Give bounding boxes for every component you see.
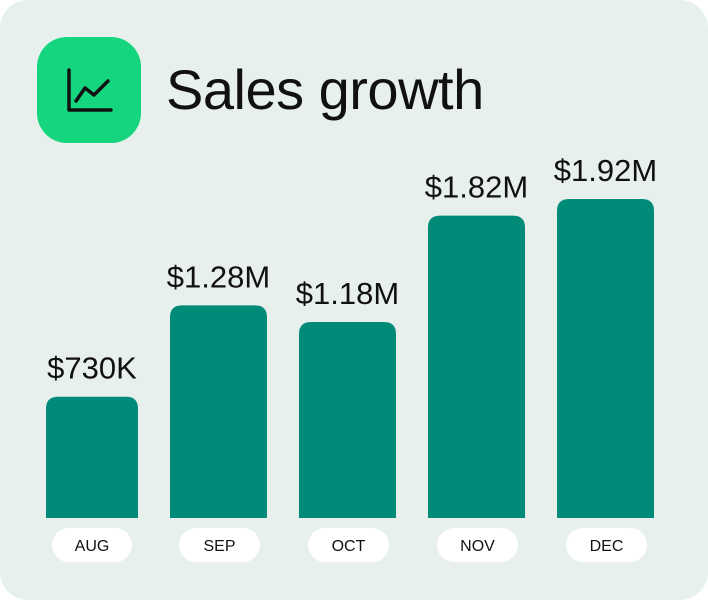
- category-label-sep: SEP: [203, 538, 235, 555]
- value-label-nov: $1.82M: [425, 170, 528, 205]
- category-pill-dec: [566, 528, 647, 562]
- category-pill-sep: [179, 528, 260, 562]
- bar-sep: [170, 305, 267, 518]
- bar-oct: [299, 321, 396, 518]
- bar-aug: [46, 396, 138, 518]
- category-pill-nov: [437, 528, 518, 562]
- line-chart-icon-graphic: [67, 68, 113, 112]
- chart-title: Sales growth: [166, 58, 484, 121]
- bar-nov: [428, 215, 525, 519]
- category-label-dec: DEC: [590, 538, 624, 555]
- value-label-oct: $1.18M: [296, 276, 399, 311]
- value-label-sep: $1.28M: [167, 259, 270, 294]
- line-chart-icon: [37, 37, 141, 143]
- value-label-aug: $730K: [47, 351, 137, 386]
- category-label-oct: OCT: [332, 538, 366, 555]
- value-label-dec: $1.92M: [554, 153, 657, 188]
- category-pill-oct: [308, 528, 389, 562]
- category-label-nov: NOV: [460, 538, 495, 555]
- category-pill-aug: [52, 528, 132, 562]
- bar-dec: [557, 199, 654, 518]
- category-label-aug: AUG: [75, 538, 110, 555]
